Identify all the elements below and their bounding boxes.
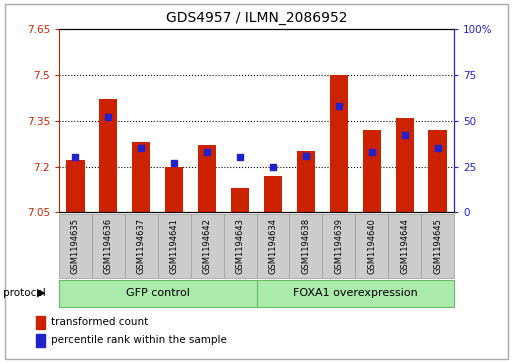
- Text: GSM1194645: GSM1194645: [433, 218, 442, 274]
- Text: GSM1194635: GSM1194635: [71, 218, 80, 274]
- Bar: [224, 214, 256, 278]
- Text: GSM1194640: GSM1194640: [367, 218, 376, 274]
- Bar: [132, 142, 150, 212]
- Bar: [322, 214, 355, 278]
- Text: GSM1194641: GSM1194641: [170, 218, 179, 274]
- Bar: [363, 130, 381, 212]
- Text: GFP control: GFP control: [126, 288, 190, 298]
- Text: GSM1194639: GSM1194639: [334, 218, 343, 274]
- Text: GSM1194637: GSM1194637: [137, 218, 146, 274]
- Bar: [66, 160, 85, 212]
- Bar: [125, 214, 158, 278]
- Text: GSM1194643: GSM1194643: [235, 218, 245, 274]
- Bar: [100, 99, 117, 212]
- Text: protocol: protocol: [3, 288, 45, 298]
- Bar: [231, 188, 249, 212]
- Bar: [59, 280, 256, 307]
- Text: transformed count: transformed count: [51, 317, 149, 327]
- Text: GSM1194638: GSM1194638: [301, 218, 310, 274]
- Point: [137, 145, 145, 151]
- Bar: [92, 214, 125, 278]
- Text: GSM1194634: GSM1194634: [268, 218, 278, 274]
- Point: [334, 103, 343, 109]
- Text: GSM1194644: GSM1194644: [400, 218, 409, 274]
- Bar: [158, 214, 191, 278]
- Point: [302, 152, 310, 158]
- Text: percentile rank within the sample: percentile rank within the sample: [51, 335, 227, 346]
- Bar: [289, 214, 322, 278]
- Bar: [256, 214, 289, 278]
- Bar: [191, 214, 224, 278]
- Point: [368, 149, 376, 155]
- Bar: [256, 280, 454, 307]
- Bar: [198, 145, 216, 212]
- Bar: [165, 167, 183, 212]
- Point: [71, 155, 80, 160]
- Bar: [330, 75, 348, 212]
- Bar: [421, 214, 454, 278]
- Bar: [428, 130, 447, 212]
- Bar: [396, 118, 413, 212]
- Bar: [388, 214, 421, 278]
- Point: [104, 114, 112, 120]
- Bar: [264, 176, 282, 212]
- Point: [236, 155, 244, 160]
- Point: [433, 145, 442, 151]
- Bar: [297, 151, 315, 212]
- Point: [401, 132, 409, 138]
- Point: [269, 164, 277, 170]
- Title: GDS4957 / ILMN_2086952: GDS4957 / ILMN_2086952: [166, 11, 347, 25]
- Point: [203, 149, 211, 155]
- Bar: [355, 214, 388, 278]
- Point: [170, 160, 179, 166]
- Text: ▶: ▶: [37, 288, 46, 298]
- Text: FOXA1 overexpression: FOXA1 overexpression: [293, 288, 418, 298]
- Text: GSM1194636: GSM1194636: [104, 218, 113, 274]
- Bar: [59, 214, 92, 278]
- Text: GSM1194642: GSM1194642: [203, 218, 212, 274]
